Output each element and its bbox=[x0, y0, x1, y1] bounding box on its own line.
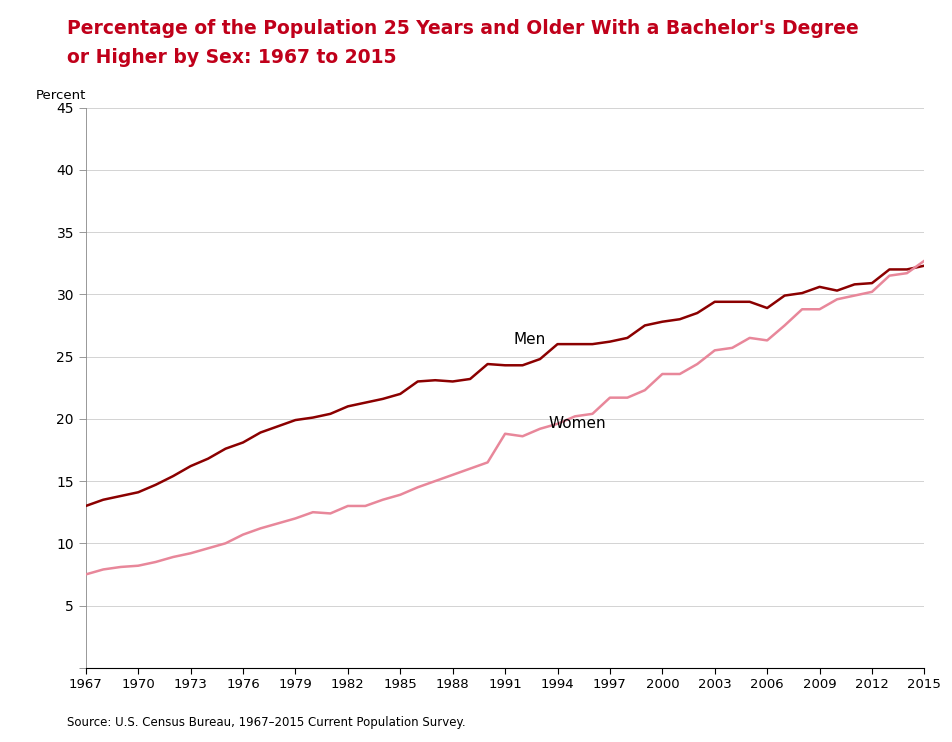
Text: Percentage of the Population 25 Years and Older With a Bachelor's Degree: Percentage of the Population 25 Years an… bbox=[67, 19, 858, 38]
Text: Percent: Percent bbox=[35, 89, 86, 102]
Text: or Higher by Sex: 1967 to 2015: or Higher by Sex: 1967 to 2015 bbox=[67, 48, 396, 68]
Text: Women: Women bbox=[548, 416, 605, 431]
Text: Men: Men bbox=[513, 332, 545, 347]
Text: Source: U.S. Census Bureau, 1967–2015 Current Population Survey.: Source: U.S. Census Bureau, 1967–2015 Cu… bbox=[67, 715, 465, 729]
